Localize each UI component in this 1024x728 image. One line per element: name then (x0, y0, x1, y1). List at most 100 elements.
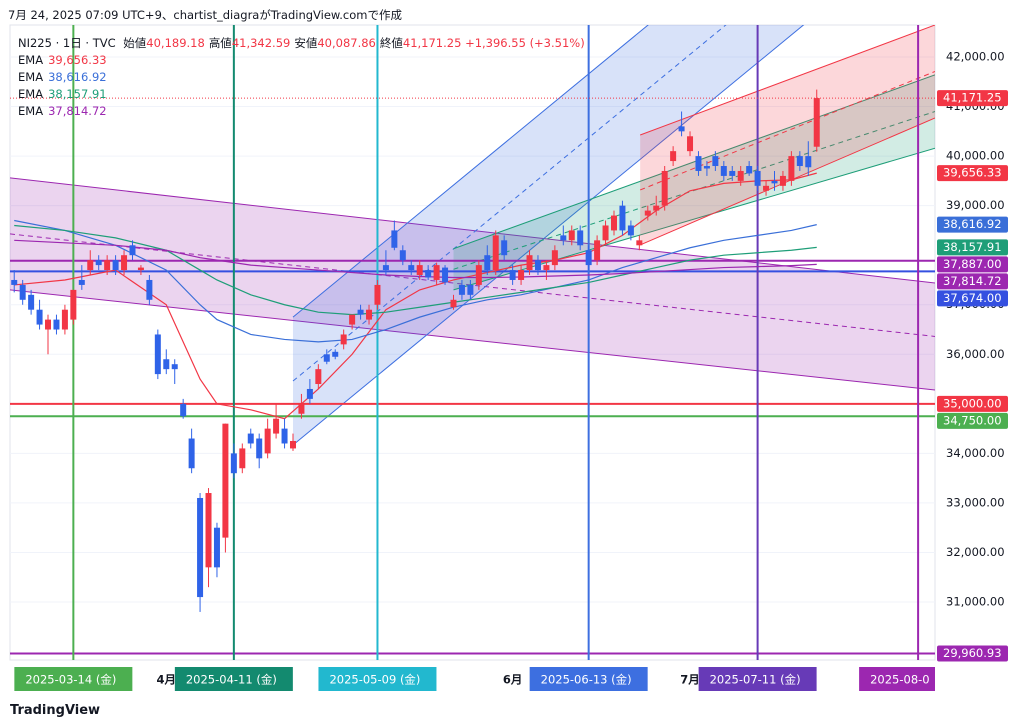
price-badge-label: 37,887.00 (943, 257, 1002, 271)
candle-body (450, 299, 457, 308)
candle-body (670, 151, 677, 162)
price-badge-label: 41,171.25 (943, 91, 1002, 105)
y-tick-label: 42,000.00 (946, 50, 1005, 64)
ema-name: EMA (18, 87, 44, 101)
ema-value: 38,616.92 (48, 70, 107, 84)
price-axis: 42,000.0041,000.0040,000.0039,000.0037,0… (937, 50, 1008, 662)
candle-body (653, 205, 660, 211)
candle-body (484, 255, 491, 271)
candle-body (171, 364, 178, 370)
month-label: 4月 (157, 673, 177, 687)
candle-body (610, 215, 617, 231)
candle-body (357, 309, 364, 315)
candle-body (129, 245, 136, 256)
candle-body (391, 230, 398, 248)
price-badge (937, 273, 1008, 290)
candle-body (289, 441, 296, 449)
channel-lower (10, 289, 935, 391)
candle-body (137, 267, 144, 271)
channel-upper (640, 25, 935, 136)
ohlc-value: 40,189.18 (146, 36, 205, 50)
candle-body (771, 180, 778, 184)
date-label: 2025-07-11 (金) (710, 673, 801, 687)
candle-body (737, 170, 744, 181)
ohlc-label: 安値 (294, 36, 318, 50)
candle-body (703, 166, 710, 169)
price-badge-label: 39,656.33 (943, 166, 1002, 180)
candle-body (779, 175, 786, 186)
candle-body (264, 428, 271, 454)
candle-body (180, 403, 187, 417)
ema-name: EMA (18, 70, 44, 84)
price-badge (937, 165, 1008, 182)
ema-legend: EMA 39,656.33 EMA 38,616.92 EMA 38,157.91 EMA 3… (18, 52, 585, 120)
candle-body (340, 334, 347, 345)
price-badge (937, 290, 1008, 307)
candle-body (61, 309, 68, 330)
price-badge (937, 90, 1008, 107)
candle-body (560, 235, 567, 241)
ema-row: EMA 37,814.72 (18, 103, 585, 120)
footer: TradingView (10, 703, 101, 718)
date-label-bg (698, 667, 817, 691)
candle-body (627, 225, 634, 236)
date-label-bg (859, 667, 935, 691)
candle-body (256, 438, 263, 459)
y-tick-label: 31,000.00 (946, 595, 1005, 609)
candle-body (602, 225, 609, 241)
plot-layer (10, 25, 935, 660)
candle-body (788, 156, 795, 181)
candle-body (239, 448, 246, 469)
candle-body (458, 284, 465, 295)
ema-value: 39,656.33 (48, 53, 107, 67)
candle-body (36, 309, 43, 325)
ema-row: EMA 39,656.33 (18, 52, 585, 69)
candle-body (746, 166, 753, 174)
candle-body (315, 369, 322, 385)
month-label: 7月 (680, 673, 700, 687)
candle-body (518, 270, 525, 280)
candle-body (323, 354, 330, 362)
date-label: 2025-06-13 (金) (541, 673, 632, 687)
candle-body (526, 255, 533, 271)
candle-body (45, 319, 52, 330)
candle-body (577, 230, 584, 246)
candle-body (213, 527, 220, 568)
y-tick-label: 33,000.00 (946, 495, 1005, 509)
candle-body (442, 267, 449, 283)
ohlc: 始値40,189.18 高値41,342.59 安値40,087.86 終値41,17… (119, 36, 465, 50)
candle-body (712, 156, 719, 167)
candle-body (382, 265, 389, 271)
ema-line (14, 224, 817, 316)
price-badge-label: 34,750.00 (943, 413, 1002, 427)
price-badge (937, 239, 1008, 256)
candle-body (729, 170, 736, 176)
candle-body (416, 265, 423, 276)
candle-body (433, 265, 440, 280)
month-label: 6月 (503, 673, 523, 687)
candle-body (222, 423, 229, 538)
ohlc-label: 高値 (208, 36, 232, 50)
channel-mid (10, 233, 935, 337)
ema-value: 37,814.72 (48, 104, 107, 118)
date-label: 2025-05-09 (金) (329, 673, 420, 687)
candle-body (146, 279, 153, 300)
candle-body (594, 240, 601, 261)
candle-body (501, 240, 508, 256)
ohlc-value: 41,171.25 (402, 36, 462, 50)
time-axis: 2025-03-14 (金) 2025-04-11 (金) 2025-05-09 (… (14, 667, 935, 691)
candle-body (298, 403, 305, 414)
candle-body (154, 334, 161, 375)
candle-body (374, 284, 381, 305)
candle-body (796, 156, 803, 167)
candle-body (95, 260, 102, 266)
candle-body (534, 260, 541, 271)
candle-body (585, 250, 592, 266)
date-label: 2025-03-14 (金) (25, 673, 116, 687)
candle-body (78, 279, 85, 285)
candle-body (687, 136, 694, 152)
date-label-bg (318, 667, 437, 691)
candle-body (197, 497, 204, 598)
candle-body (104, 260, 111, 271)
